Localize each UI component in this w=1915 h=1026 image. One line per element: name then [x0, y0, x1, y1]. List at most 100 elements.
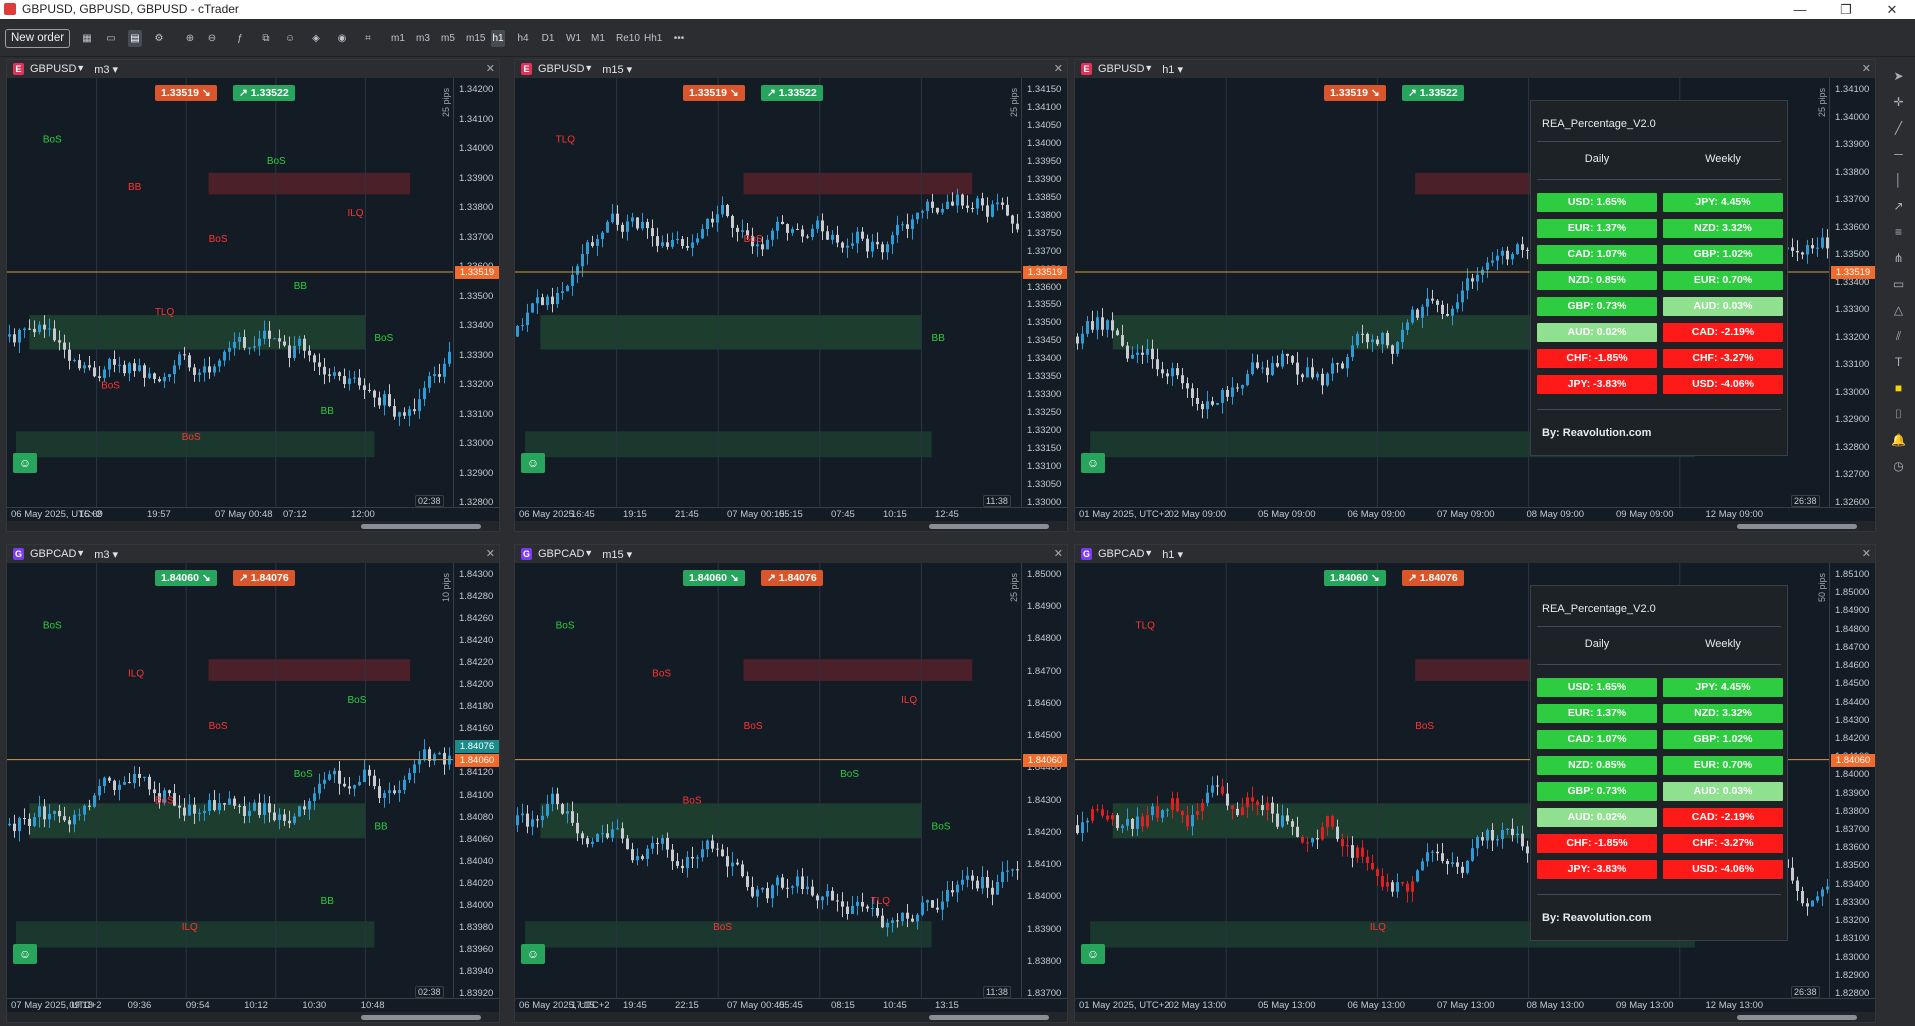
- tf-m15[interactable]: m15: [466, 33, 486, 44]
- symbol-selector[interactable]: GBPUSD: [30, 63, 77, 75]
- layout-split-icon[interactable]: ▤: [128, 30, 142, 47]
- horizontal-scrollbar[interactable]: [1075, 1012, 1875, 1022]
- sell-button[interactable]: 1.84060 ↘: [1324, 570, 1386, 586]
- chevron-down-icon[interactable]: ▼: [76, 548, 86, 558]
- chart-pane-2[interactable]: E GBPUSD ▼ m15 ▾ ✕ TLQ BoS BB 1.33519 ↘ ↗ …: [514, 59, 1068, 532]
- new-order-button[interactable]: New order: [5, 29, 71, 48]
- robot-icon[interactable]: ☺: [521, 453, 545, 473]
- buy-button[interactable]: ↗ 1.33522: [761, 85, 823, 101]
- chart-pane-3[interactable]: E GBPUSD ▼ h1 ▾ ✕ 1.33519 ↘ ↗ 1.33522 ☺ …: [1074, 59, 1876, 532]
- tf-heikin[interactable]: Hh1: [644, 33, 663, 44]
- zoom-in-icon[interactable]: ⊕: [185, 33, 195, 44]
- close-icon[interactable]: ✕: [1861, 63, 1871, 75]
- close-icon[interactable]: ✕: [1053, 548, 1063, 560]
- symbol-selector[interactable]: GBPCAD: [30, 548, 77, 560]
- price-axis[interactable]: 1.84300 1.84280 1.84260 1.84240 1.84220 1.842…: [453, 563, 499, 999]
- more-button[interactable]: •••: [673, 33, 685, 44]
- copy-icon[interactable]: ⧉: [262, 33, 270, 44]
- indicators-icon[interactable]: ƒ: [237, 33, 243, 44]
- scroll-thumb[interactable]: [361, 524, 481, 529]
- chevron-down-icon[interactable]: ▼: [584, 63, 594, 73]
- color-swatch-icon[interactable]: ■: [1894, 381, 1903, 395]
- robot-icon[interactable]: ☺: [1081, 453, 1105, 473]
- tf-h1[interactable]: h1: [491, 30, 505, 47]
- sell-button[interactable]: 1.84060 ↘: [683, 570, 745, 586]
- tf-m1[interactable]: m1: [391, 33, 405, 44]
- symbol-selector[interactable]: GBPUSD: [1098, 63, 1145, 75]
- horizontal-scrollbar[interactable]: [7, 521, 499, 531]
- layout-grid-icon[interactable]: ▦: [82, 33, 92, 44]
- scroll-thumb[interactable]: [361, 1015, 481, 1020]
- horizontal-scrollbar[interactable]: [515, 521, 1067, 531]
- time-axis[interactable]: 06 May 2025, UTC+2 15:09 19:57 07 May 00:48…: [7, 507, 499, 521]
- alert-icon[interactable]: 🔔: [1891, 433, 1906, 447]
- horizontal-scrollbar[interactable]: [7, 1012, 499, 1022]
- horizontal-line-icon[interactable]: ─: [1894, 147, 1903, 161]
- symbol-selector[interactable]: GBPCAD: [538, 548, 585, 560]
- timeframe-selector[interactable]: m3 ▾: [94, 64, 119, 76]
- objects-icon[interactable]: ⌗: [365, 33, 371, 44]
- ray-icon[interactable]: ↗: [1893, 199, 1904, 213]
- history-icon[interactable]: ◷: [1893, 459, 1904, 473]
- scroll-thumb[interactable]: [1737, 524, 1857, 529]
- chevron-down-icon[interactable]: ▼: [76, 63, 86, 73]
- horizontal-scrollbar[interactable]: [515, 1012, 1067, 1022]
- time-axis[interactable]: 01 May 2025, UTC+2 02 May 09:00 05 May 09:…: [1075, 507, 1875, 521]
- robot-icon[interactable]: ☺: [13, 944, 37, 964]
- timeframe-selector[interactable]: h1 ▾: [1162, 549, 1184, 561]
- sell-button[interactable]: 1.84060 ↘: [155, 570, 217, 586]
- chart-pane-4[interactable]: G GBPCAD ▼ m3 ▾ ✕ BoS BoS BB ILQ BoS BoS BB ILQ…: [6, 544, 500, 1023]
- restore-button[interactable]: ❐: [1840, 2, 1852, 17]
- zoom-out-icon[interactable]: ⊖: [207, 33, 217, 44]
- tf-h4[interactable]: h4: [517, 33, 529, 44]
- buy-button[interactable]: ↗ 1.84076: [1402, 570, 1464, 586]
- channel-icon[interactable]: ⫽: [1895, 329, 1902, 343]
- cursor-icon[interactable]: ➤: [1893, 69, 1904, 83]
- buy-button[interactable]: ↗ 1.33522: [1402, 85, 1464, 101]
- tf-d1[interactable]: D1: [541, 33, 555, 44]
- crosshair-icon[interactable]: ✛: [1893, 95, 1904, 109]
- scroll-thumb[interactable]: [929, 1015, 1049, 1020]
- chart-pane-1[interactable]: E GBPUSD ▼ m3 ▾ ✕ BoS BoS BoS BoS ILQ TLQ BB BB…: [6, 59, 500, 532]
- price-axis[interactable]: 1.34100 1.34000 1.33900 1.33800 1.33700 1.336…: [1829, 78, 1875, 508]
- chart-canvas[interactable]: BoS BoS BB ILQ BoS BoS BB ILQ BoS: [7, 563, 455, 1000]
- robot-icon[interactable]: ☺: [13, 453, 37, 473]
- chart-canvas[interactable]: BoS BoS BoS BoS ILQ BoS TLQ BoS BoS: [515, 563, 1023, 1000]
- chart-pane-5[interactable]: G GBPCAD ▼ m15 ▾ ✕ BoS BoS BoS BoS ILQ BoS TLQ…: [514, 544, 1068, 1023]
- tf-m3[interactable]: m3: [416, 33, 430, 44]
- tf-mn1[interactable]: M1: [591, 33, 605, 44]
- time-axis[interactable]: 06 May 2025 16:45 19:15 21:45 07 May 00:15 05…: [515, 507, 1067, 521]
- layers-icon[interactable]: ◈: [312, 33, 320, 44]
- chart-settings-icon[interactable]: ⚙: [154, 33, 164, 44]
- chart-canvas[interactable]: TLQ BoS BB: [515, 78, 1023, 509]
- text-icon[interactable]: T: [1894, 355, 1903, 369]
- minimize-button[interactable]: —: [1793, 2, 1807, 17]
- close-icon[interactable]: ✕: [485, 63, 495, 75]
- time-axis[interactable]: 07 May 2025, UTC+2 09:18 09:36 09:54 10:12 10…: [7, 998, 499, 1012]
- close-icon[interactable]: ✕: [485, 548, 495, 560]
- buy-button[interactable]: ↗ 1.84076: [233, 570, 295, 586]
- chevron-down-icon[interactable]: ▼: [584, 548, 594, 558]
- chart-pane-6[interactable]: G GBPCAD ▼ h1 ▾ ✕ TLQBoSBoSILQ 1.84060 ↘…: [1074, 544, 1876, 1023]
- close-icon[interactable]: ✕: [1861, 548, 1871, 560]
- price-axis[interactable]: 1.34150 1.34100 1.34050 1.34000 1.33950 1.339…: [1021, 78, 1067, 508]
- tf-renko[interactable]: Re10: [616, 33, 640, 44]
- symbol-selector[interactable]: GBPUSD: [538, 63, 585, 75]
- camera-icon[interactable]: ⌷: [1894, 407, 1903, 421]
- robot-icon[interactable]: ☺: [1081, 944, 1105, 964]
- layout-single-icon[interactable]: ▭: [106, 33, 116, 44]
- robot-icon[interactable]: ☺: [284, 33, 296, 44]
- fibonacci-icon[interactable]: ≡: [1894, 225, 1902, 239]
- sell-button[interactable]: 1.33519 ↘: [155, 85, 217, 101]
- scroll-thumb[interactable]: [1737, 1015, 1857, 1020]
- timeframe-selector[interactable]: m15 ▾: [602, 64, 633, 76]
- time-axis[interactable]: 01 May 2025, UTC+2 02 May 13:00 05 May 13:…: [1075, 998, 1875, 1012]
- close-button[interactable]: ✕: [1886, 2, 1898, 17]
- sell-button[interactable]: 1.33519 ↘: [1324, 85, 1386, 101]
- horizontal-scrollbar[interactable]: [1075, 521, 1875, 531]
- close-icon[interactable]: ✕: [1053, 63, 1063, 75]
- robot-icon[interactable]: ☺: [521, 944, 545, 964]
- buy-button[interactable]: ↗ 1.84076: [761, 570, 823, 586]
- pitchfork-icon[interactable]: ⋔: [1893, 251, 1904, 265]
- trendline-icon[interactable]: ╱: [1894, 121, 1903, 135]
